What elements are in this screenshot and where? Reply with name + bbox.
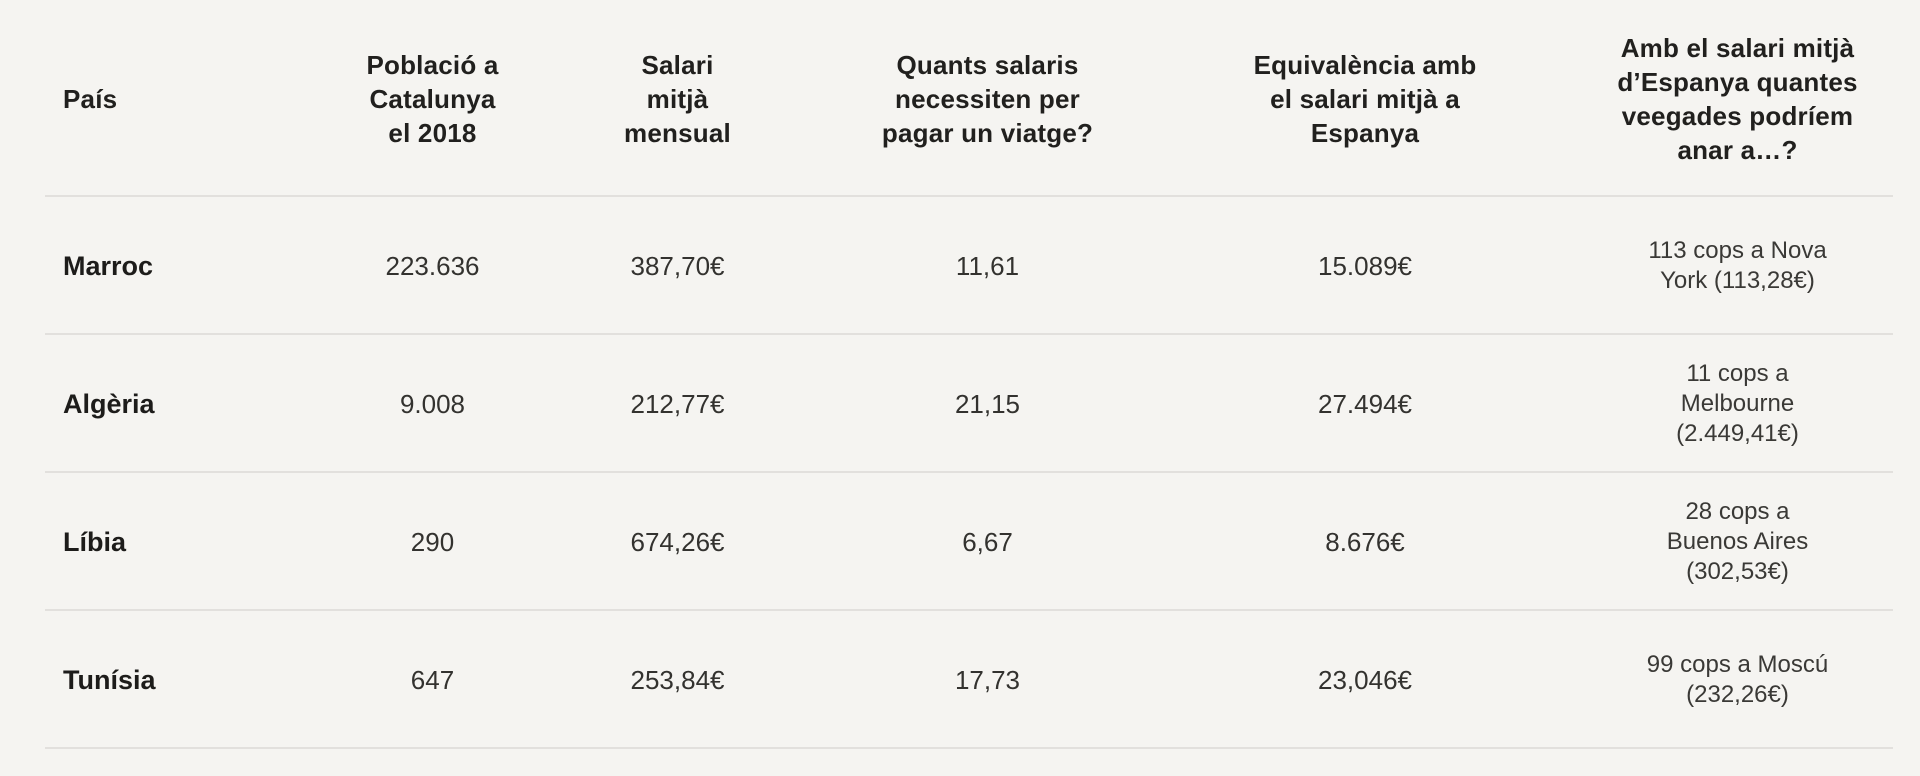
- header-population-catalunya-2018: Població a Catalunya el 2018: [366, 49, 499, 148]
- table-header-row: País Població a Catalunya el 2018 Salari…: [0, 0, 1920, 197]
- cell-population: 290: [410, 527, 455, 557]
- cell-country: Líbia: [63, 527, 127, 557]
- cell-population: 647: [410, 665, 455, 695]
- cell-salaries-per-trip: 6,67: [962, 527, 1013, 557]
- header-equivalence-spain: Equivalència amb el salari mitjà a Espan…: [1253, 49, 1477, 148]
- cell-times-with-spanish-salary: 99 cops a Moscú (232,26€): [1646, 651, 1829, 708]
- table-row: Marroc 223.636 387,70€ 11,61 15.089€ 113…: [0, 197, 1920, 335]
- cell-equivalence-spain: 8.676€: [1325, 527, 1405, 557]
- cell-salaries-per-trip: 11,61: [955, 251, 1020, 281]
- cell-population: 223.636: [385, 251, 480, 281]
- cell-avg-salary: 253,84€: [630, 665, 725, 695]
- cell-avg-salary: 387,70€: [630, 251, 725, 281]
- table-row: Líbia 290 674,26€ 6,67 8.676€ 28 cops a …: [0, 473, 1920, 611]
- cell-avg-salary: 674,26€: [630, 527, 725, 557]
- table-row: Tunísia 647 253,84€ 17,73 23,046€ 99 cop…: [0, 611, 1920, 749]
- cell-equivalence-spain: 27.494€: [1318, 389, 1412, 419]
- header-salaries-per-trip: Quants salaris necessiten per pagar un v…: [881, 49, 1094, 148]
- cell-times-with-spanish-salary: 11 cops a Melbourne (2.449,41€): [1676, 360, 1799, 447]
- table-row: Algèria 9.008 212,77€ 21,15 27.494€ 11 c…: [0, 335, 1920, 473]
- cell-country: Marroc: [63, 251, 154, 281]
- cell-avg-salary: 212,77€: [630, 389, 725, 419]
- cell-times-with-spanish-salary: 28 cops a Buenos Aires (302,53€): [1666, 498, 1809, 585]
- cell-country: Algèria: [63, 389, 155, 419]
- cell-times-with-spanish-salary: 113 cops a Nova York (113,28€): [1648, 237, 1827, 294]
- cell-population: 9.008: [399, 389, 466, 419]
- cell-equivalence-spain: 15.089€: [1318, 251, 1412, 281]
- cell-country: Tunísia: [63, 665, 156, 695]
- cell-salaries-per-trip: 17,73: [954, 665, 1021, 695]
- cell-salaries-per-trip: 21,15: [954, 389, 1021, 419]
- header-times-with-spanish-salary: Amb el salari mitjà d’Espanya quantes ve…: [1617, 32, 1858, 165]
- salary-travel-table: País Població a Catalunya el 2018 Salari…: [0, 0, 1920, 749]
- header-avg-monthly-salary: Salari mitjà mensual: [624, 49, 731, 148]
- header-country: País: [63, 83, 118, 114]
- cell-equivalence-spain: 23,046€: [1318, 665, 1412, 695]
